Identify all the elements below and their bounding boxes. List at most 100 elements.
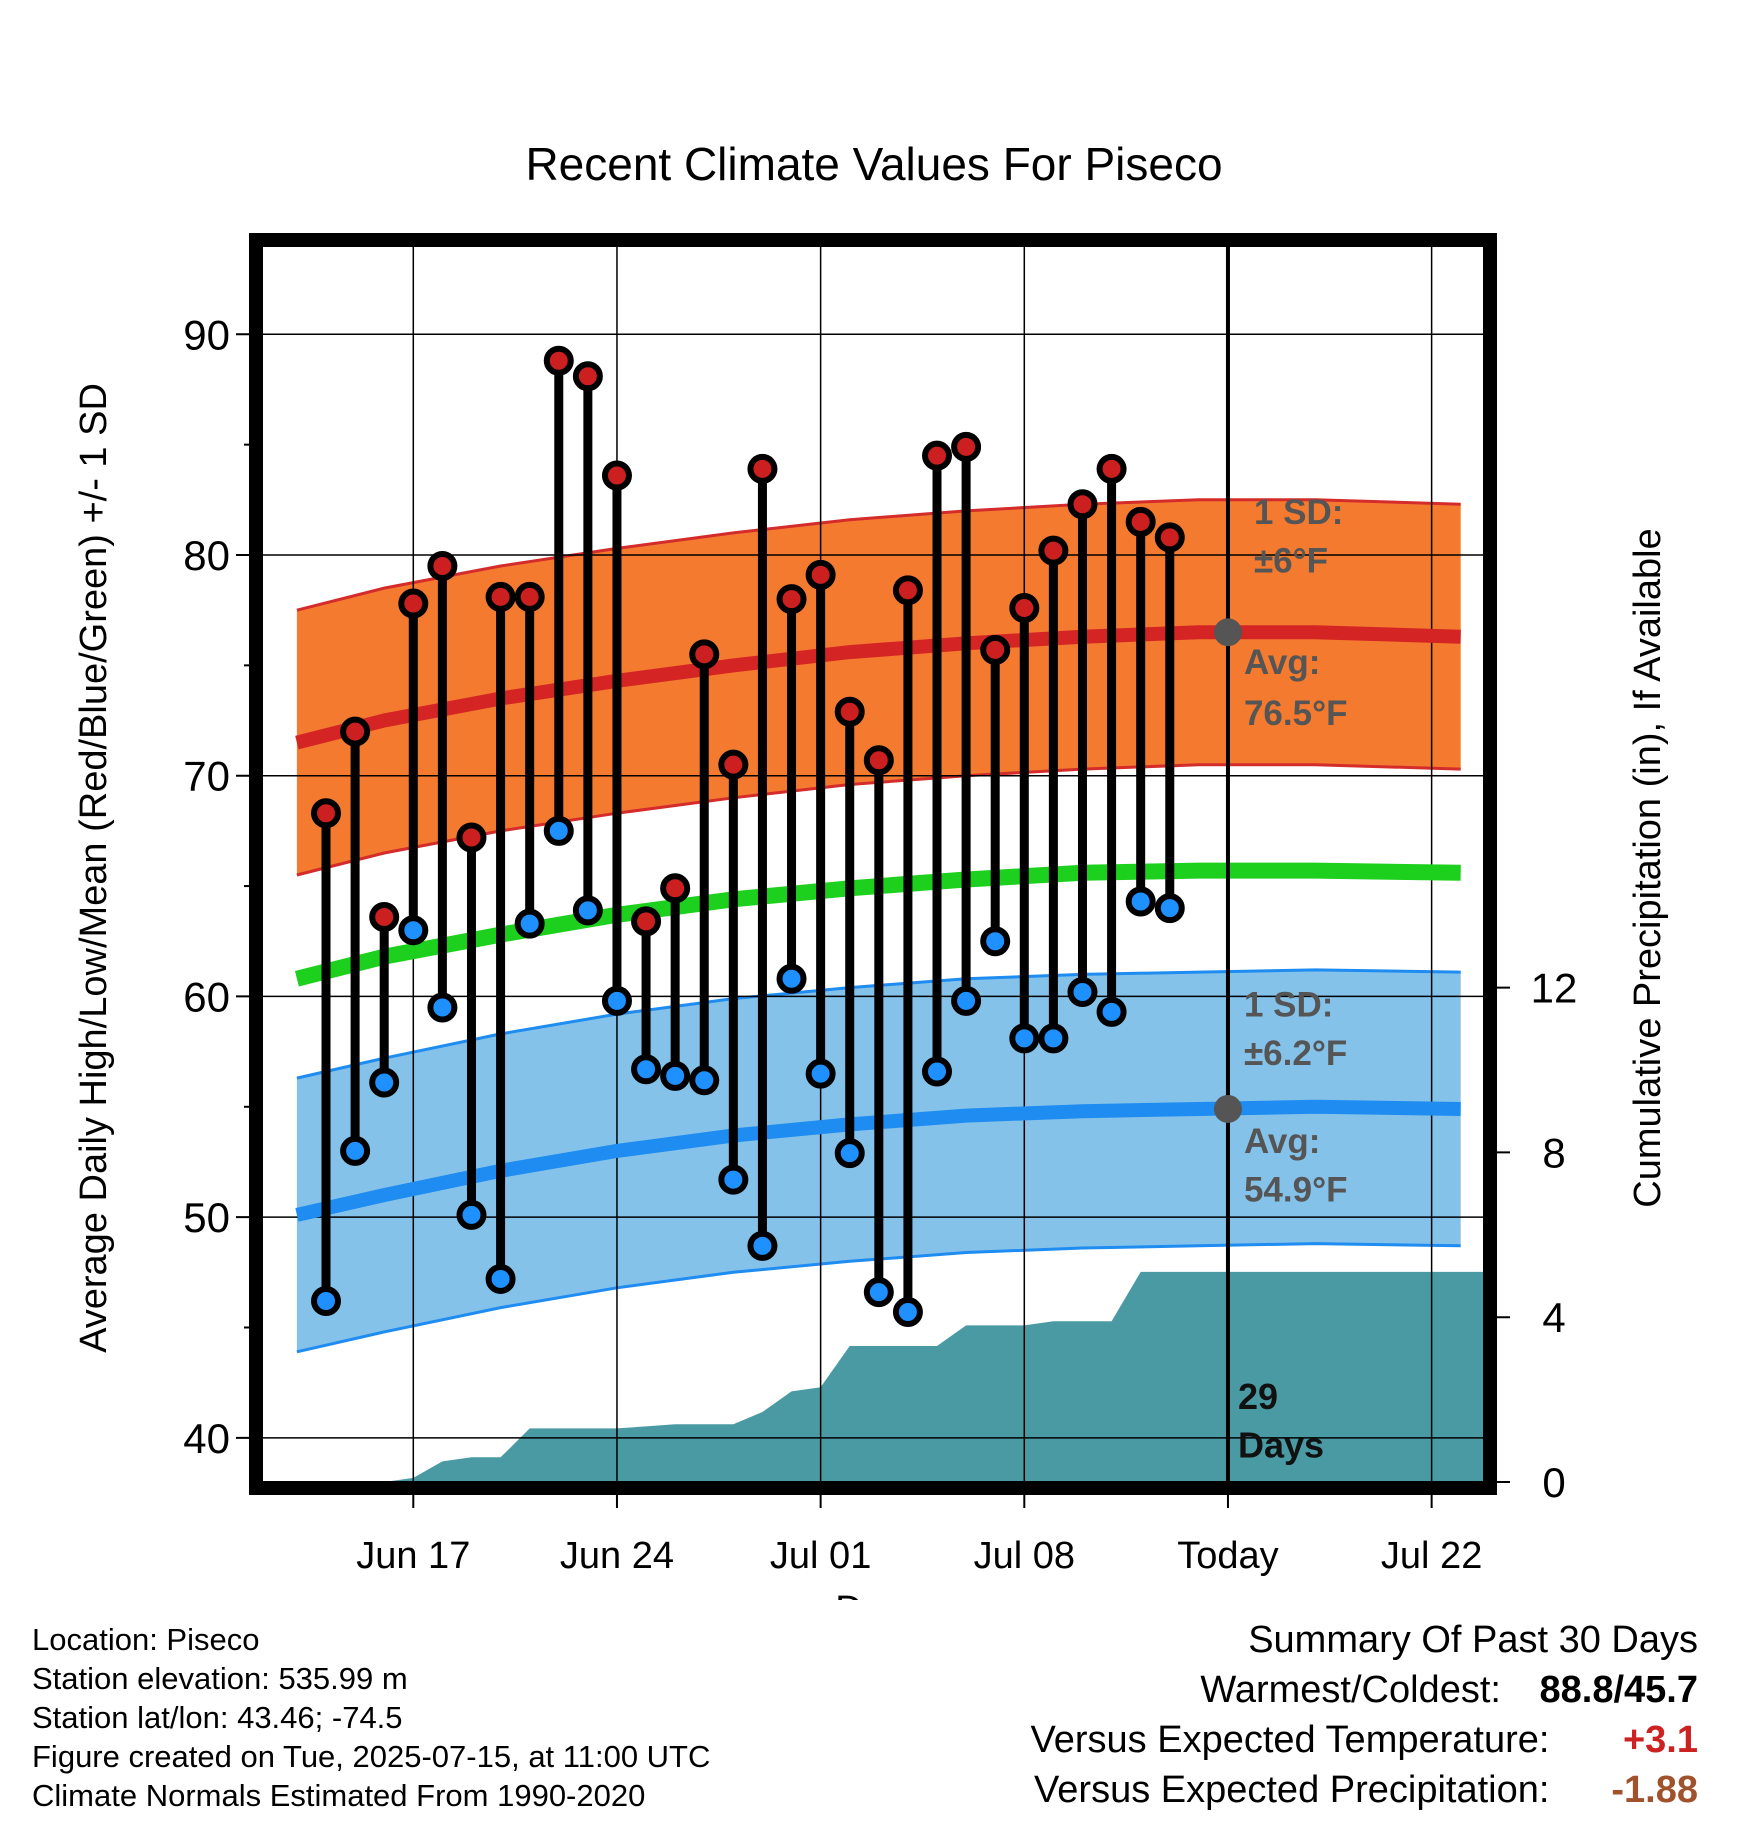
low-point (514, 908, 545, 939)
plot-inner (262, 246, 1484, 1482)
low-point (689, 1065, 720, 1096)
high-point (1154, 522, 1185, 553)
high-point (1038, 535, 1069, 566)
low-point (398, 915, 429, 946)
y2-axis-label: Cumulative Precipitation (in), If Availa… (1627, 528, 1669, 1207)
high-point (1125, 506, 1156, 537)
low-point (747, 1230, 778, 1261)
low-avg-label: Avg: (1244, 1122, 1320, 1161)
high-point (631, 906, 662, 937)
summary-precip-row: Versus Expected Precipitation: -1.88 (1031, 1765, 1698, 1815)
precip-label: Versus Expected Precipitation: (1034, 1769, 1550, 1811)
y2-tick-label: 0 (1542, 1459, 1565, 1506)
summary-temp-row: Versus Expected Temperature: +3.1 (1031, 1715, 1698, 1765)
y-tick-label: 40 (183, 1415, 230, 1462)
high-point (369, 901, 400, 932)
low-point (980, 926, 1011, 957)
low-point (776, 963, 807, 994)
plot-frame (249, 233, 1497, 1495)
high-point (543, 345, 574, 376)
x-tick-label: Jul 22 (1381, 1535, 1482, 1577)
y2-tick-label: 4 (1542, 1294, 1565, 1341)
low-point (1067, 977, 1098, 1008)
low-point (572, 895, 603, 926)
x-tick-label: Jul 01 (770, 1535, 871, 1577)
low-point (456, 1199, 487, 1230)
x-tick-label: Jul 08 (974, 1535, 1075, 1577)
x-tick-label: Today (1177, 1535, 1278, 1577)
high-point (456, 822, 487, 853)
y-tick-label: 80 (183, 532, 230, 579)
high-point (572, 361, 603, 392)
plot-area: 1 SD: ±6°F Avg: 76.5°F 1 SD: ±6.2°F Avg: 54.9°F… (183, 233, 1578, 1577)
latlon-text: Station lat/lon: 43.46; -74.5 (32, 1700, 403, 1735)
low-point (1096, 996, 1127, 1027)
climate-chart: Recent Climate Values For Piseco 1 SD: ±6… (73, 138, 1669, 1600)
y-tick-label: 50 (183, 1194, 230, 1241)
summary-panel: Summary Of Past 30 Days Warmest/Coldest:… (1031, 1615, 1698, 1815)
low-point (718, 1164, 749, 1195)
high-point (427, 551, 458, 582)
summary-warmest-row: Warmest/Coldest: 88.8/45.7 (1031, 1665, 1698, 1715)
today-high-avg-marker (1213, 618, 1242, 647)
warmest-label: Warmest/Coldest: (1200, 1669, 1501, 1711)
low-point (543, 815, 574, 846)
summary-title: Summary Of Past 30 Days (1248, 1619, 1698, 1661)
high-point (601, 460, 632, 491)
y2-tick-label: 12 (1531, 965, 1578, 1012)
y-axis-label: Average Daily High/Low/Mean (Red/Blue/Gr… (73, 383, 115, 1353)
y-tick-label: 60 (183, 973, 230, 1020)
high-point (718, 749, 749, 780)
precip-area (262, 1271, 1484, 1482)
high-point (922, 440, 953, 471)
high-point (1067, 489, 1098, 520)
low-sd-label: 1 SD: (1244, 985, 1333, 1024)
high-point (863, 745, 894, 776)
low-avg-value: 54.9°F (1244, 1171, 1348, 1210)
high-avg-value: 76.5°F (1244, 694, 1348, 733)
high-point (485, 581, 516, 612)
low-point (1154, 893, 1185, 924)
low-sd-value: ±6.2°F (1244, 1034, 1347, 1073)
low-point (951, 985, 982, 1016)
low-point (631, 1054, 662, 1085)
low-point (805, 1058, 836, 1089)
y-tick-label: 90 (183, 311, 230, 358)
high-point (398, 588, 429, 619)
chart-title: Recent Climate Values For Piseco (525, 138, 1222, 190)
y2-tick-label: 8 (1542, 1129, 1565, 1176)
station-info: Location: Piseco Station elevation: 535.… (32, 1620, 710, 1815)
location-text: Location: Piseco (32, 1622, 260, 1657)
days-label: Days (1238, 1425, 1324, 1466)
low-sd-band-lower-edge (296, 1242, 1461, 1354)
high-point (834, 696, 865, 727)
low-point (922, 1056, 953, 1087)
normals-text: Climate Normals Estimated From 1990-2020 (32, 1778, 646, 1813)
high-point (1009, 592, 1040, 623)
low-point (863, 1277, 894, 1308)
high-point (311, 798, 342, 829)
y-tick-label: 70 (183, 753, 230, 800)
precip-value: -1.88 (1611, 1769, 1698, 1811)
low-point (892, 1297, 923, 1328)
high-point (1096, 453, 1127, 484)
high-point (951, 431, 982, 462)
high-point (689, 639, 720, 670)
high-sd-value: ±6°F (1254, 542, 1328, 581)
x-tick-label: Jun 17 (356, 1535, 470, 1577)
high-point (660, 873, 691, 904)
high-point (340, 716, 371, 747)
high-point (747, 453, 778, 484)
high-sd-label: 1 SD: (1254, 493, 1343, 532)
low-point (1038, 1023, 1069, 1054)
high-point (805, 559, 836, 590)
high-avg-label: Avg: (1244, 643, 1320, 682)
days-count-label: 29 (1238, 1376, 1278, 1417)
created-text: Figure created on Tue, 2025-07-15, at 11… (32, 1739, 711, 1774)
low-point (340, 1135, 371, 1166)
high-sd-band-upper-edge (296, 498, 1461, 612)
high-point (980, 634, 1011, 665)
high-point (514, 581, 545, 612)
elevation-text: Station elevation: 535.99 m (32, 1661, 408, 1696)
temp-label: Versus Expected Temperature: (1030, 1719, 1550, 1761)
